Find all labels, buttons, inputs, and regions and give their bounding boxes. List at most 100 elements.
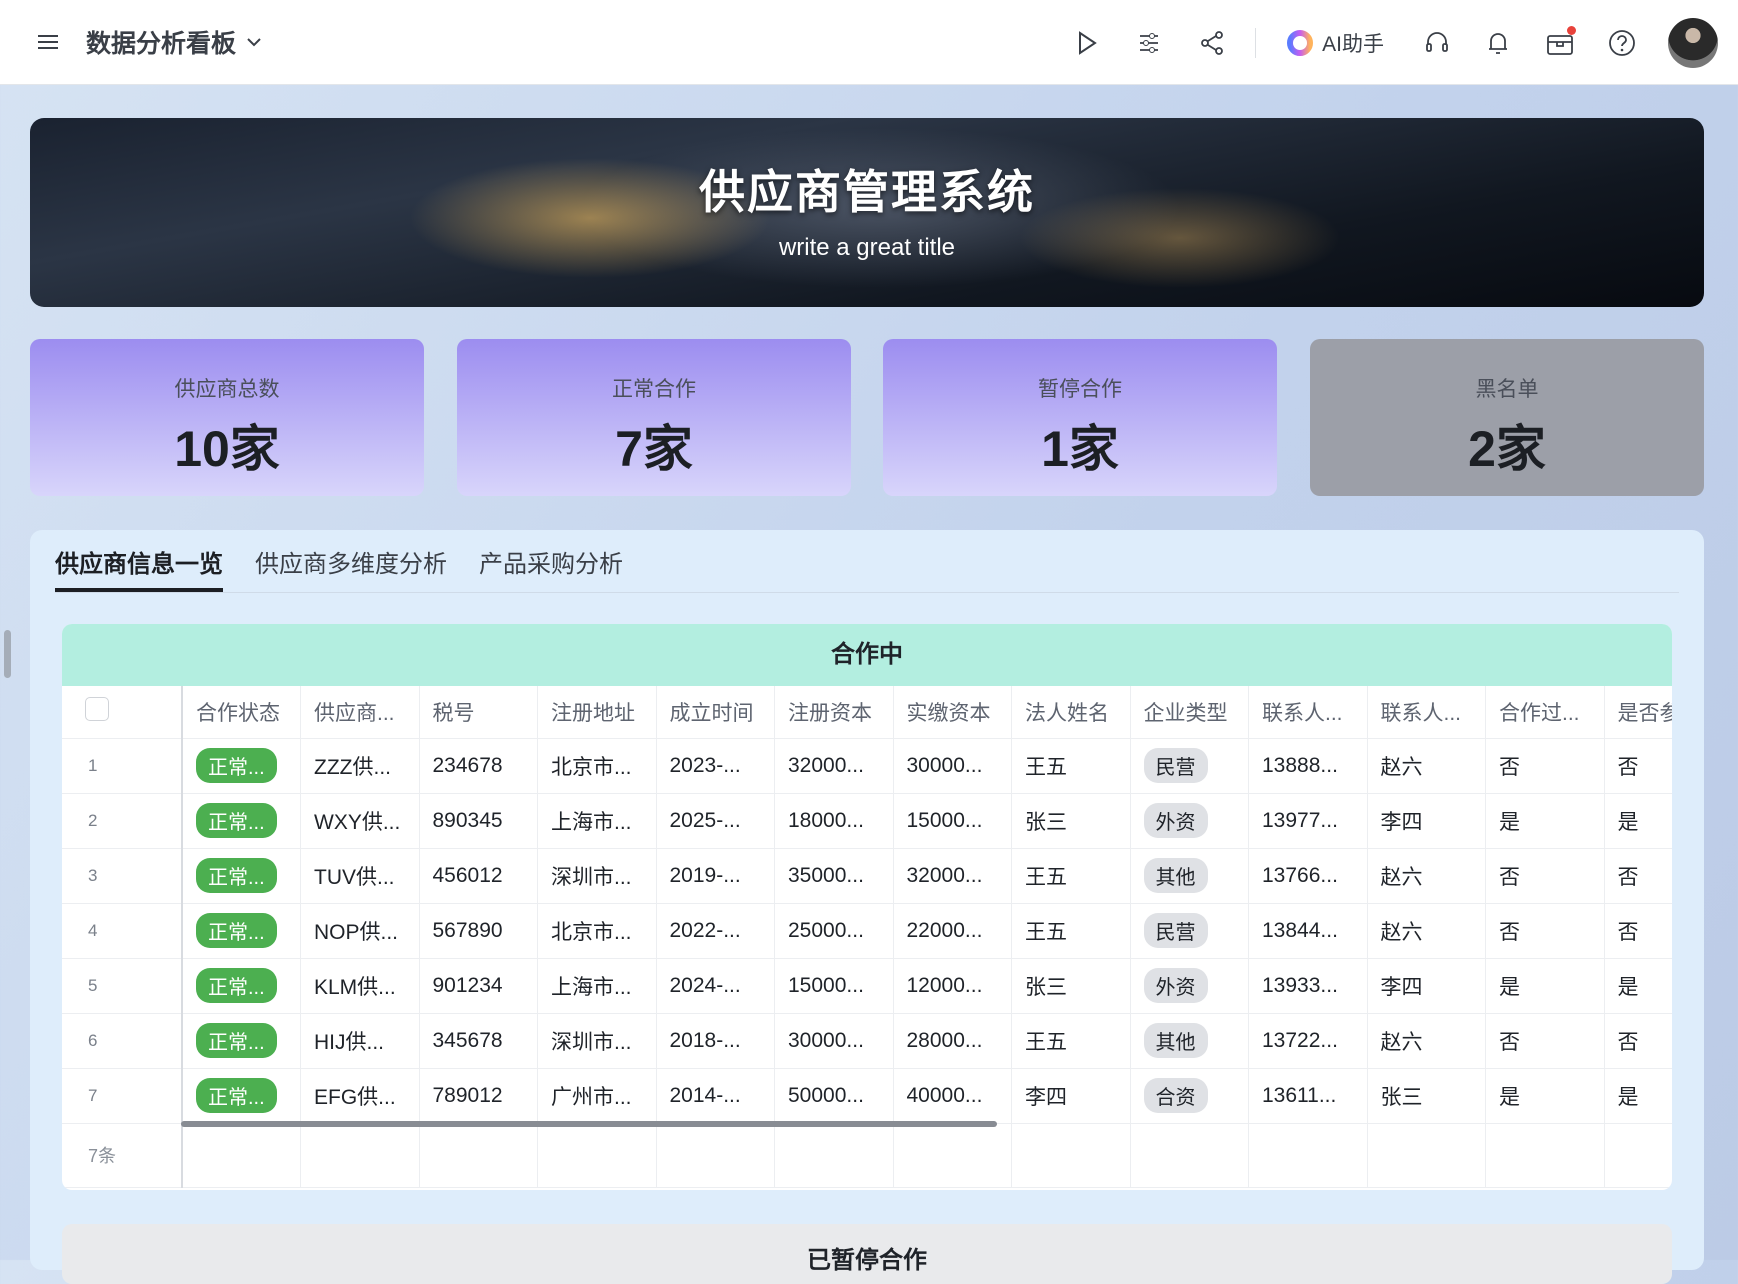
table-cell: 否 bbox=[1485, 1013, 1605, 1069]
column-header[interactable]: 法人姓名 bbox=[1011, 686, 1131, 739]
avatar[interactable] bbox=[1668, 17, 1718, 68]
column-header[interactable]: 成立时间 bbox=[656, 686, 775, 739]
select-all-checkbox-cell[interactable] bbox=[62, 686, 183, 739]
table-cell: 合资 bbox=[1130, 1068, 1249, 1124]
table-cell: 2025-... bbox=[656, 793, 775, 849]
cell-text: 赵六 bbox=[1380, 865, 1423, 889]
column-header[interactable]: 供应商... bbox=[300, 686, 420, 739]
cell-text: 否 bbox=[1617, 755, 1639, 779]
ai-logo-icon[interactable] bbox=[1286, 29, 1314, 57]
cell-text: 王五 bbox=[1025, 865, 1067, 889]
menu-icon[interactable] bbox=[36, 32, 60, 52]
row-index: 5 bbox=[62, 958, 183, 1014]
row-index: 7 bbox=[62, 1068, 183, 1124]
cell-text: 40000... bbox=[906, 1083, 983, 1107]
column-header[interactable]: 联系人... bbox=[1248, 686, 1368, 739]
footer-cell bbox=[774, 1123, 894, 1188]
cell-text: 13844... bbox=[1262, 918, 1338, 942]
column-header[interactable]: 合作状态 bbox=[182, 686, 301, 739]
bell-icon[interactable] bbox=[1486, 30, 1510, 56]
horizontal-scrollbar[interactable] bbox=[181, 1121, 997, 1127]
cell-text: 13933... bbox=[1262, 973, 1338, 997]
table-cell: 是 bbox=[1604, 793, 1672, 849]
ai-assistant-button[interactable]: AI助手 bbox=[1322, 32, 1384, 56]
cell-text: 28000... bbox=[906, 1028, 983, 1052]
table-cell: 40000... bbox=[893, 1068, 1012, 1124]
divider bbox=[1255, 27, 1257, 58]
tab-procurement-analysis[interactable]: 产品采购分析 bbox=[479, 551, 623, 578]
column-header[interactable]: 注册资本 bbox=[774, 686, 894, 739]
table-cell: HIJ供... bbox=[300, 1013, 420, 1069]
suppliers-table: 合作状态 供应商... 税号 注册地址 成立时间 注册资本 实缴资本 法人姓名 企业类型 联系人.… bbox=[62, 686, 1672, 1188]
column-header[interactable]: 税号 bbox=[419, 686, 538, 739]
column-header[interactable]: 注册地址 bbox=[537, 686, 657, 739]
table-cell: 是 bbox=[1485, 1068, 1605, 1124]
row-index: 6 bbox=[62, 1013, 183, 1069]
stat-card-blacklist: 黑名单 2家 bbox=[1310, 339, 1704, 496]
table-row[interactable]: 3 正常... TUV供... 456012 深圳市... 2019-... 35000..… bbox=[62, 848, 1672, 904]
table-row[interactable]: 1 正常... ZZZ供... 234678 北京市... 2023-... 32000..… bbox=[62, 738, 1672, 794]
notification-dot bbox=[1567, 25, 1576, 35]
select-all-checkbox[interactable] bbox=[85, 696, 109, 721]
cell-text: 30000... bbox=[906, 753, 983, 777]
status-badge: 正常... bbox=[196, 748, 277, 783]
company-type-tag: 合资 bbox=[1143, 1078, 1208, 1113]
cell-text: NOP供... bbox=[314, 920, 399, 944]
cell-text: 789012 bbox=[432, 1083, 503, 1107]
stat-card-active: 正常合作 7家 bbox=[457, 339, 851, 496]
cell-text: 15000... bbox=[906, 808, 983, 832]
help-icon[interactable] bbox=[1608, 29, 1636, 57]
footer-cell bbox=[419, 1123, 538, 1188]
column-header[interactable]: 是否参 bbox=[1604, 686, 1672, 739]
cell-text: WXY供... bbox=[314, 810, 401, 834]
settings-sliders-icon[interactable] bbox=[1137, 31, 1161, 55]
table-cell: 456012 bbox=[419, 848, 538, 904]
table-cell: 民营 bbox=[1130, 738, 1249, 794]
table-row[interactable]: 4 正常... NOP供... 567890 北京市... 2022-... 25000..… bbox=[62, 903, 1672, 959]
table-cell: 正常... bbox=[182, 793, 301, 849]
column-header[interactable]: 合作过... bbox=[1485, 686, 1605, 739]
table-cell: 王五 bbox=[1011, 903, 1131, 959]
cell-text: 上海市... bbox=[551, 810, 632, 834]
company-type-tag: 民营 bbox=[1143, 748, 1208, 783]
table-cell: 否 bbox=[1485, 848, 1605, 904]
table-row[interactable]: 7 正常... EFG供... 789012 广州市... 2014-... 50000..… bbox=[62, 1068, 1672, 1124]
side-drag-handle[interactable] bbox=[4, 630, 11, 678]
table-cell: 正常... bbox=[182, 1013, 301, 1069]
table-cell: 13611... bbox=[1248, 1068, 1368, 1124]
cell-text: 234678 bbox=[432, 753, 503, 777]
table-row[interactable]: 5 正常... KLM供... 901234 上海市... 2024-... 15000..… bbox=[62, 958, 1672, 1014]
table-cell: 正常... bbox=[182, 1068, 301, 1124]
table-cell: 234678 bbox=[419, 738, 538, 794]
stat-label: 黑名单 bbox=[1475, 378, 1539, 401]
footer-cell bbox=[1011, 1123, 1131, 1188]
footer-cell bbox=[893, 1123, 1012, 1188]
table-cell: 890345 bbox=[419, 793, 538, 849]
table-row[interactable]: 2 正常... WXY供... 890345 上海市... 2025-... 18000..… bbox=[62, 793, 1672, 849]
share-icon[interactable] bbox=[1199, 30, 1225, 56]
table-cell: 是 bbox=[1485, 958, 1605, 1014]
table-cell: 2018-... bbox=[656, 1013, 775, 1069]
stat-value: 2家 bbox=[1468, 421, 1546, 477]
footer-cell bbox=[1604, 1123, 1672, 1188]
cell-text: 是 bbox=[1617, 975, 1639, 999]
column-header[interactable]: 实缴资本 bbox=[893, 686, 1012, 739]
table-cell: 32000... bbox=[893, 848, 1012, 904]
tab-supplier-overview[interactable]: 供应商信息一览 bbox=[55, 530, 223, 592]
footer-cell bbox=[1485, 1123, 1605, 1188]
cell-text: 2022-... bbox=[669, 918, 741, 942]
play-icon[interactable] bbox=[1075, 30, 1099, 56]
table-cell: 13722... bbox=[1248, 1013, 1368, 1069]
column-header[interactable]: 企业类型 bbox=[1130, 686, 1249, 739]
tab-supplier-analysis[interactable]: 供应商多维度分析 bbox=[255, 551, 447, 578]
inbox-icon[interactable] bbox=[1546, 25, 1576, 56]
table-cell: 李四 bbox=[1367, 958, 1486, 1014]
table-cell: 2022-... bbox=[656, 903, 775, 959]
dashboard-title[interactable]: 数据分析看板 bbox=[86, 30, 237, 58]
headset-icon[interactable] bbox=[1424, 30, 1450, 56]
cell-text: 上海市... bbox=[551, 975, 632, 999]
chevron-down-icon[interactable] bbox=[246, 36, 262, 48]
column-header[interactable]: 联系人... bbox=[1367, 686, 1486, 739]
table-row[interactable]: 6 正常... HIJ供... 345678 深圳市... 2018-... 30000..… bbox=[62, 1013, 1672, 1069]
table-cell: 28000... bbox=[893, 1013, 1012, 1069]
